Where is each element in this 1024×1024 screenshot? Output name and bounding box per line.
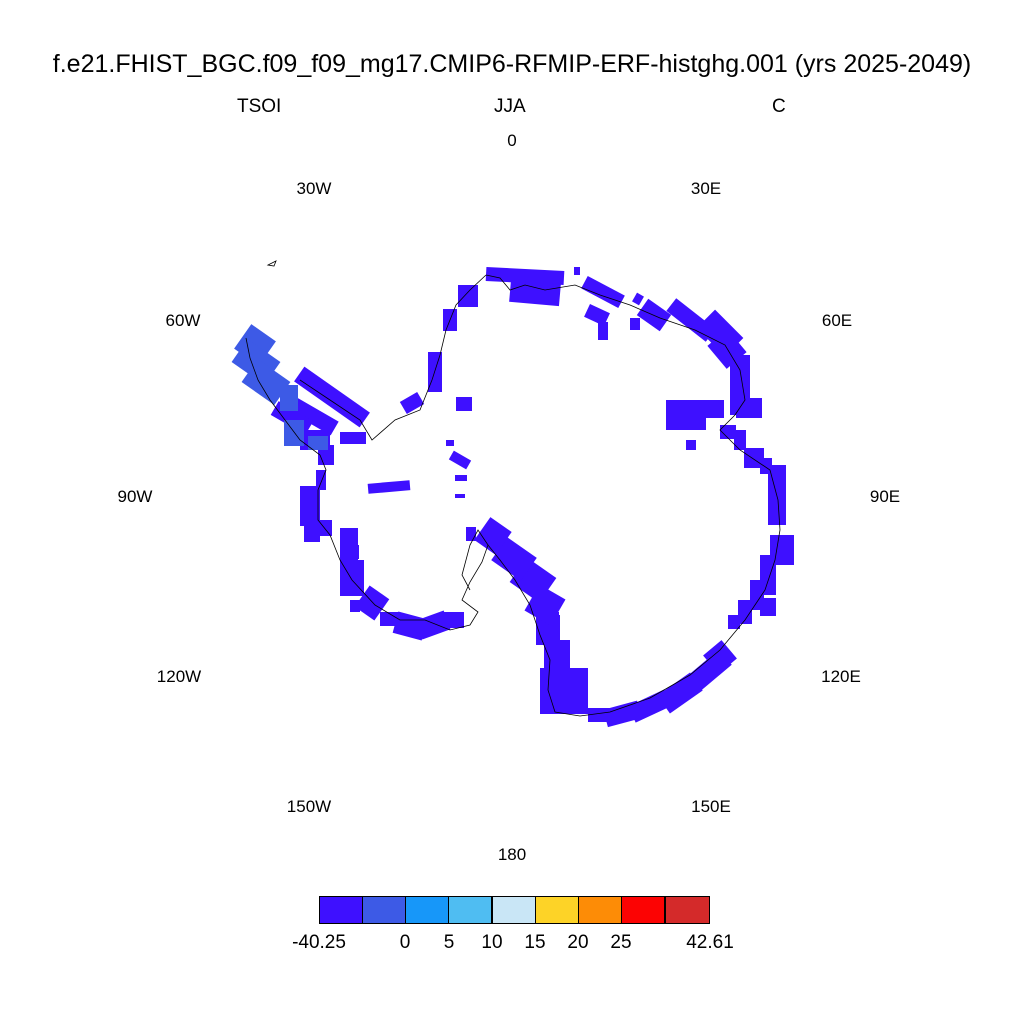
units-label: C bbox=[772, 96, 786, 117]
peninsula-warm-field bbox=[231, 324, 328, 450]
colorbar-label-max: 42.61 bbox=[686, 932, 734, 953]
colorbar-swatch-4 bbox=[448, 896, 492, 924]
colorbar-label-15: 15 bbox=[524, 932, 546, 953]
map-title: f.e21.FHIST_BGC.f09_f09_mg17.CMIP6-RFMIP… bbox=[52, 50, 972, 78]
lon-label-60e: 60E bbox=[821, 311, 853, 330]
island-outline bbox=[266, 260, 277, 267]
colorbar-swatch-1 bbox=[319, 896, 363, 924]
colorbar-swatch-9 bbox=[665, 896, 710, 924]
colorbar-swatch-3 bbox=[405, 896, 449, 924]
soil-temperature-field bbox=[270, 266, 794, 728]
ross-ice-coastline bbox=[461, 529, 489, 591]
colorbar-label-20: 20 bbox=[567, 932, 589, 953]
colorbar-label-0: 0 bbox=[399, 932, 411, 953]
colorbar-swatch-7 bbox=[578, 896, 622, 924]
colorbar-swatch-5 bbox=[492, 896, 536, 924]
colorbar-swatch-8 bbox=[621, 896, 665, 924]
lon-label-90e: 90E bbox=[869, 487, 901, 506]
peninsula-east-coastline bbox=[299, 274, 487, 441]
lon-label-90w: 90W bbox=[117, 487, 153, 506]
lon-label-150e: 150E bbox=[691, 797, 731, 816]
colorbar-swatch-2 bbox=[362, 896, 406, 924]
colorbar-label-10: 10 bbox=[481, 932, 503, 953]
lon-label-30w: 30W bbox=[296, 179, 332, 198]
colorbar-label-min: -40.25 bbox=[292, 932, 346, 953]
colorbar-label-25: 25 bbox=[610, 932, 632, 953]
lon-label-120e: 120E bbox=[821, 667, 861, 686]
lon-label-0: 0 bbox=[507, 131, 517, 150]
colorbar-swatch-6 bbox=[535, 896, 579, 924]
lon-label-30e: 30E bbox=[690, 179, 722, 198]
lon-label-60w: 60W bbox=[165, 311, 201, 330]
lon-label-180: 180 bbox=[497, 845, 527, 864]
variable-label: TSOI bbox=[237, 96, 282, 117]
antarctica-coastline bbox=[245, 274, 781, 717]
colorbar-label-5: 5 bbox=[443, 932, 455, 953]
lon-label-120w: 120W bbox=[156, 667, 202, 686]
lon-label-150w: 150W bbox=[286, 797, 332, 816]
season-label: JJA bbox=[494, 96, 526, 117]
